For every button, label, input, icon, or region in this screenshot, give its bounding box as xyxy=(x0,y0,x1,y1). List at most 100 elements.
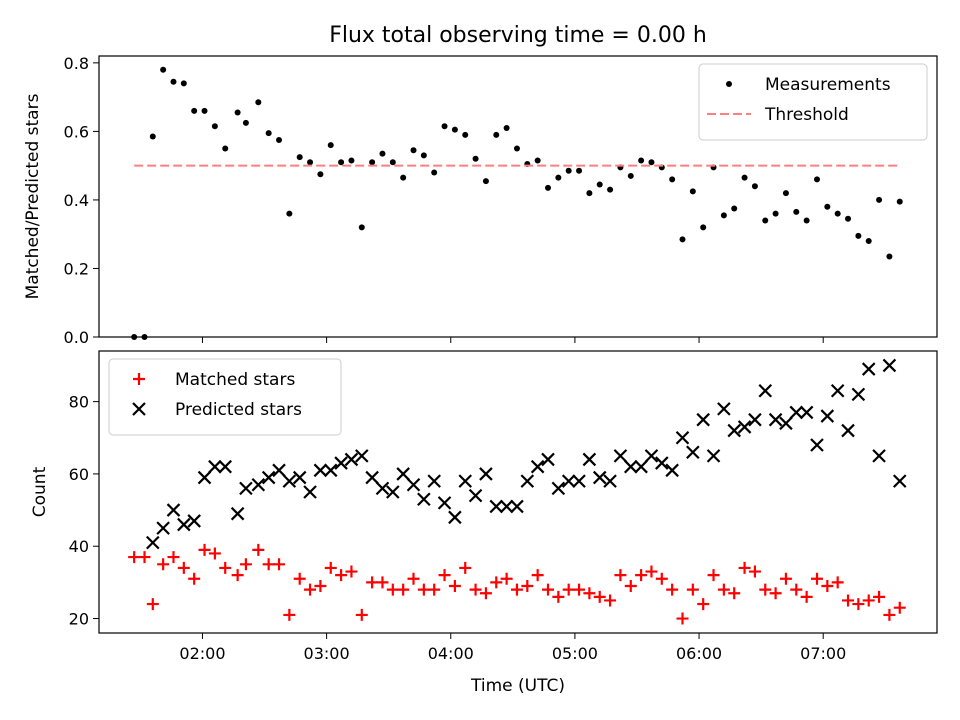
data-point xyxy=(386,485,400,499)
legend-marker xyxy=(133,373,145,385)
data-point xyxy=(479,467,493,481)
data-point xyxy=(555,174,562,181)
data-point xyxy=(230,506,245,521)
data-point xyxy=(149,133,156,140)
data-point xyxy=(813,176,820,183)
data-point xyxy=(428,583,441,596)
series-matched-stars xyxy=(128,543,906,625)
y-tick-label: 20 xyxy=(69,610,89,629)
data-point xyxy=(252,543,265,556)
y-tick-label: 0.6 xyxy=(64,122,89,141)
data-point xyxy=(845,215,852,222)
top-axes: 0.0 0.2 0.4 0.6 0.8 Matched/Predicted stars Me… xyxy=(23,54,938,347)
data-point xyxy=(720,212,727,219)
data-point xyxy=(728,587,741,600)
data-point xyxy=(648,159,655,166)
data-point xyxy=(748,565,761,578)
data-point xyxy=(627,172,634,179)
data-point xyxy=(386,583,399,596)
y-axis-label: Count xyxy=(30,466,50,517)
legend-label: Predicted stars xyxy=(175,400,302,420)
data-point xyxy=(530,459,545,474)
data-point xyxy=(462,131,469,138)
data-point xyxy=(779,572,792,585)
data-point xyxy=(417,583,430,596)
data-point xyxy=(738,561,751,574)
y-tick-label: 0.8 xyxy=(64,54,89,73)
data-point xyxy=(583,587,596,600)
data-point xyxy=(696,412,710,427)
data-point xyxy=(296,154,303,161)
data-point xyxy=(272,463,286,478)
data-point xyxy=(358,224,365,231)
data-point xyxy=(282,474,297,488)
data-point xyxy=(810,438,824,452)
data-point xyxy=(327,142,334,149)
data-point xyxy=(876,196,883,203)
data-point xyxy=(366,576,379,589)
data-point xyxy=(697,598,710,611)
data-point xyxy=(265,130,272,137)
data-point xyxy=(862,594,875,607)
data-point xyxy=(234,109,241,116)
data-point xyxy=(170,78,177,85)
data-point xyxy=(469,583,482,596)
data-point xyxy=(510,583,523,596)
data-point xyxy=(448,580,461,592)
data-point xyxy=(255,99,262,106)
data-point xyxy=(396,467,410,481)
data-point xyxy=(717,402,731,416)
data-point xyxy=(686,445,700,460)
y-tick-label: 0.2 xyxy=(64,259,89,278)
data-point xyxy=(156,521,170,535)
data-point xyxy=(614,569,627,582)
data-point xyxy=(634,459,648,474)
data-point xyxy=(686,583,699,596)
data-point xyxy=(355,608,368,621)
data-point xyxy=(317,171,324,178)
data-point xyxy=(886,253,893,260)
data-point xyxy=(239,558,252,571)
y-tick-label: 60 xyxy=(69,465,89,484)
data-point xyxy=(520,474,535,488)
data-point xyxy=(141,334,148,340)
data-point xyxy=(592,470,607,485)
data-point xyxy=(706,449,721,463)
data-point xyxy=(334,456,348,470)
data-point xyxy=(769,587,782,600)
data-point xyxy=(572,474,586,488)
legend: Matched stars Predicted stars xyxy=(108,358,342,436)
data-point xyxy=(565,167,572,174)
data-point xyxy=(208,459,222,474)
data-point xyxy=(655,456,669,470)
data-point xyxy=(679,236,686,243)
data-point xyxy=(198,543,211,556)
data-point xyxy=(821,580,834,592)
data-point xyxy=(472,155,479,162)
x-tick-label: 02:00 xyxy=(179,644,225,663)
data-point xyxy=(623,459,638,474)
data-point xyxy=(324,561,337,574)
data-point xyxy=(407,572,420,585)
data-point xyxy=(499,499,514,514)
data-point xyxy=(482,178,489,185)
data-point xyxy=(431,169,438,176)
data-point xyxy=(420,152,427,159)
data-point xyxy=(707,569,720,582)
data-point xyxy=(191,107,198,114)
data-point xyxy=(458,474,473,488)
data-point xyxy=(545,184,552,191)
data-point xyxy=(607,186,614,193)
data-point xyxy=(782,190,789,197)
data-point xyxy=(276,136,283,143)
bottom-axes: 20 40 60 80 02:00 03:00 04:00 05:00 06:00 07:00 Co… xyxy=(30,350,938,696)
data-point xyxy=(604,594,617,607)
data-point xyxy=(655,572,668,585)
data-point xyxy=(313,463,328,478)
data-point xyxy=(748,412,762,427)
data-point xyxy=(417,492,431,507)
data-point xyxy=(303,485,317,499)
data-point xyxy=(283,608,296,621)
data-point xyxy=(635,569,648,582)
